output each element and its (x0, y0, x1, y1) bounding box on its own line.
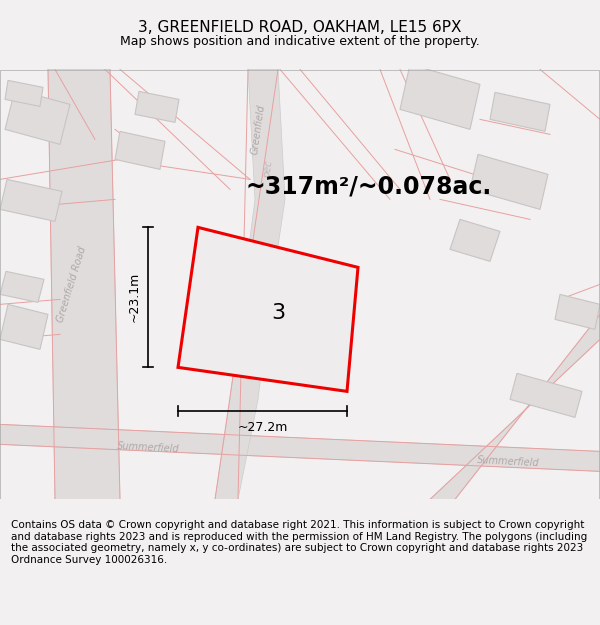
Polygon shape (430, 314, 600, 499)
Polygon shape (400, 64, 480, 129)
Polygon shape (490, 92, 550, 131)
Text: Contains OS data © Crown copyright and database right 2021. This information is : Contains OS data © Crown copyright and d… (11, 520, 587, 565)
Text: Greenfield Road: Greenfield Road (56, 245, 88, 324)
Text: ~27.2m: ~27.2m (238, 421, 287, 434)
Polygon shape (510, 373, 582, 418)
Polygon shape (0, 179, 62, 221)
Polygon shape (5, 81, 43, 106)
Polygon shape (0, 304, 48, 349)
Polygon shape (470, 154, 548, 209)
Polygon shape (215, 69, 285, 499)
Polygon shape (48, 69, 120, 499)
Text: ~317m²/~0.078ac.: ~317m²/~0.078ac. (245, 174, 491, 198)
Polygon shape (555, 294, 600, 329)
Polygon shape (5, 89, 70, 144)
Polygon shape (0, 271, 44, 302)
Text: ~23.1m: ~23.1m (128, 272, 140, 322)
Text: Summerfield: Summerfield (476, 455, 539, 468)
Polygon shape (135, 91, 179, 123)
Text: Greenfield: Greenfield (250, 104, 266, 155)
Text: Map shows position and indicative extent of the property.: Map shows position and indicative extent… (120, 35, 480, 48)
Polygon shape (450, 219, 500, 261)
Text: Summerfield: Summerfield (116, 441, 179, 454)
Polygon shape (0, 424, 600, 471)
Text: 3, GREENFIELD ROAD, OAKHAM, LE15 6PX: 3, GREENFIELD ROAD, OAKHAM, LE15 6PX (138, 20, 462, 35)
Text: 3: 3 (271, 303, 286, 323)
Polygon shape (178, 228, 358, 391)
Polygon shape (115, 131, 165, 169)
Text: pec: pec (262, 160, 274, 179)
